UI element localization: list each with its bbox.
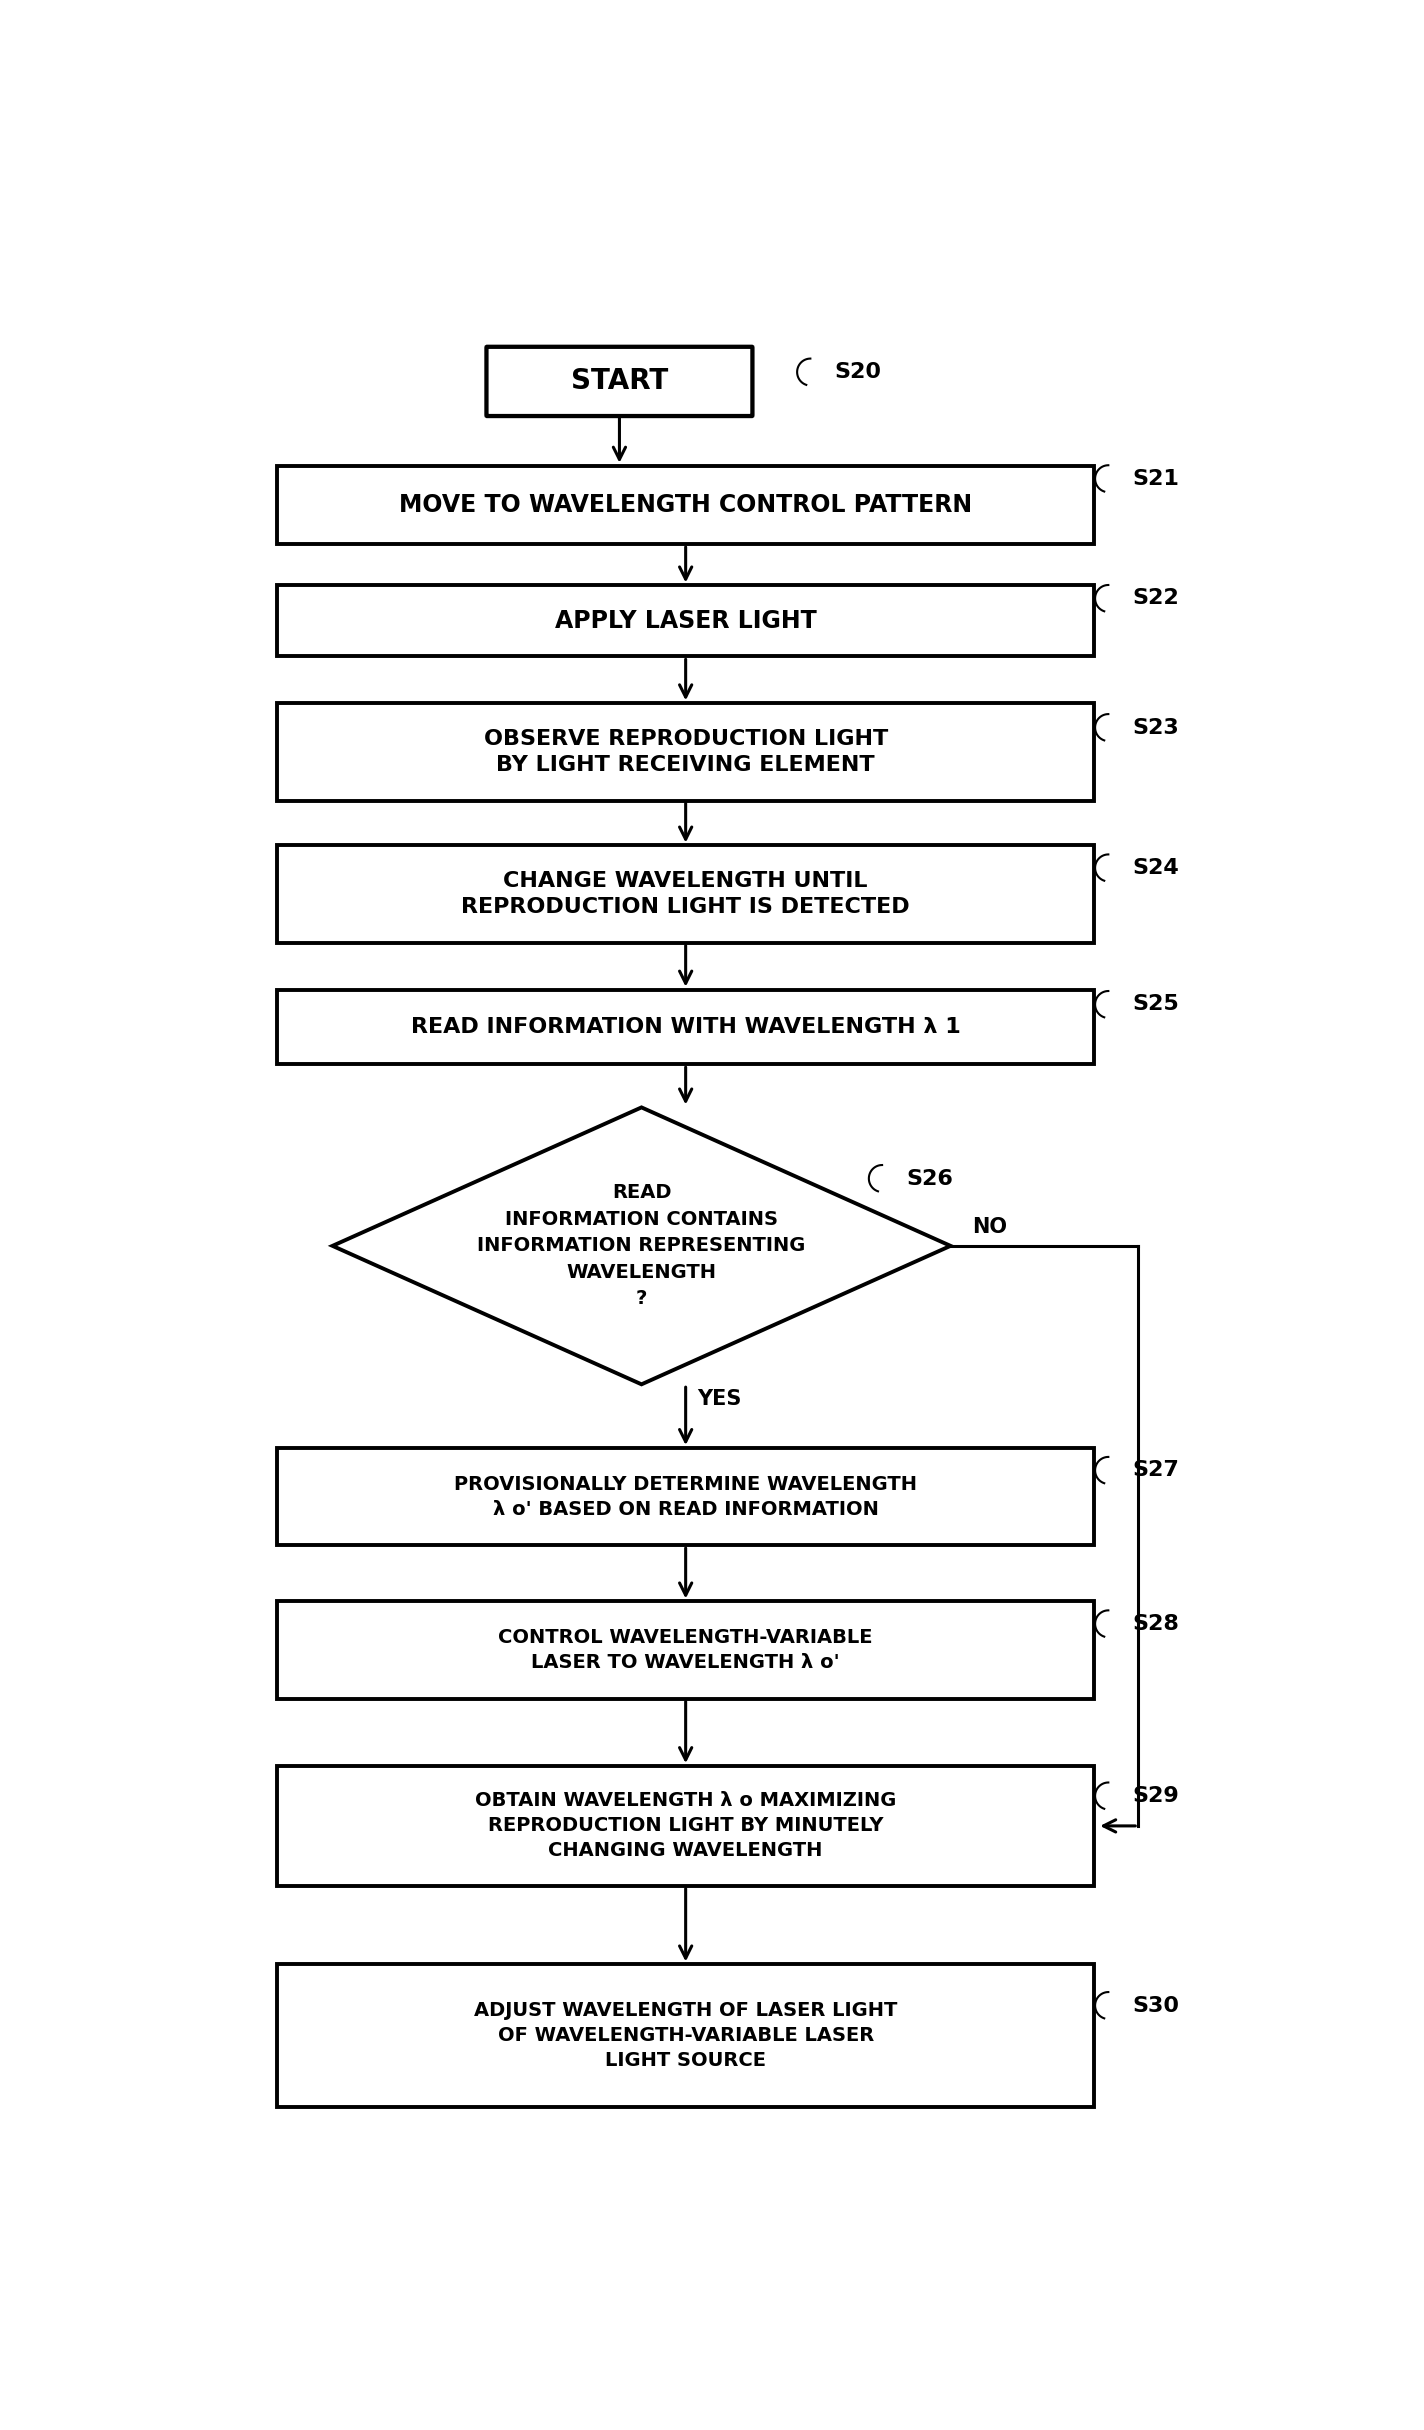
- Text: MOVE TO WAVELENGTH CONTROL PATTERN: MOVE TO WAVELENGTH CONTROL PATTERN: [399, 493, 973, 518]
- Text: READ
INFORMATION CONTAINS
INFORMATION REPRESENTING
WAVELENGTH
?: READ INFORMATION CONTAINS INFORMATION RE…: [477, 1183, 806, 1307]
- Text: S25: S25: [1132, 994, 1179, 1013]
- Text: S24: S24: [1132, 858, 1179, 877]
- Bar: [278, 1601, 1094, 1699]
- Text: CHANGE WAVELENGTH UNTIL
REPRODUCTION LIGHT IS DETECTED: CHANGE WAVELENGTH UNTIL REPRODUCTION LIG…: [461, 870, 910, 916]
- Polygon shape: [332, 1108, 951, 1385]
- Text: S30: S30: [1132, 1995, 1179, 2014]
- Text: ADJUST WAVELENGTH OF LASER LIGHT
OF WAVELENGTH-VARIABLE LASER
LIGHT SOURCE: ADJUST WAVELENGTH OF LASER LIGHT OF WAVE…: [474, 2000, 897, 2070]
- Text: YES: YES: [696, 1390, 740, 1409]
- Text: START: START: [571, 367, 668, 396]
- Text: S20: S20: [834, 362, 881, 382]
- Text: NO: NO: [973, 1217, 1008, 1237]
- Bar: [278, 1963, 1094, 2107]
- Bar: [278, 1448, 1094, 1545]
- Text: OBTAIN WAVELENGTH λ o MAXIMIZING
REPRODUCTION LIGHT BY MINUTELY
CHANGING WAVELEN: OBTAIN WAVELENGTH λ o MAXIMIZING REPRODU…: [476, 1791, 896, 1861]
- Text: APPLY LASER LIGHT: APPLY LASER LIGHT: [555, 610, 816, 632]
- Bar: [278, 467, 1094, 544]
- Text: CONTROL WAVELENGTH-VARIABLE
LASER TO WAVELENGTH λ o': CONTROL WAVELENGTH-VARIABLE LASER TO WAV…: [498, 1628, 873, 1672]
- Bar: [278, 586, 1094, 656]
- Bar: [278, 1767, 1094, 1886]
- Text: PROVISIONALLY DETERMINE WAVELENGTH
λ o' BASED ON READ INFORMATION: PROVISIONALLY DETERMINE WAVELENGTH λ o' …: [454, 1475, 917, 1519]
- Text: S22: S22: [1132, 588, 1179, 608]
- Bar: [278, 846, 1094, 943]
- Text: OBSERVE REPRODUCTION LIGHT
BY LIGHT RECEIVING ELEMENT: OBSERVE REPRODUCTION LIGHT BY LIGHT RECE…: [484, 729, 887, 775]
- Bar: [278, 989, 1094, 1064]
- Text: S23: S23: [1132, 717, 1179, 739]
- FancyBboxPatch shape: [487, 347, 752, 416]
- Text: S27: S27: [1132, 1460, 1179, 1480]
- Text: S28: S28: [1132, 1614, 1179, 1633]
- Text: READ INFORMATION WITH WAVELENGTH λ 1: READ INFORMATION WITH WAVELENGTH λ 1: [410, 1016, 961, 1038]
- Text: S29: S29: [1132, 1786, 1179, 1805]
- Bar: [278, 702, 1094, 799]
- Text: S21: S21: [1132, 469, 1179, 488]
- Text: S26: S26: [907, 1169, 953, 1188]
